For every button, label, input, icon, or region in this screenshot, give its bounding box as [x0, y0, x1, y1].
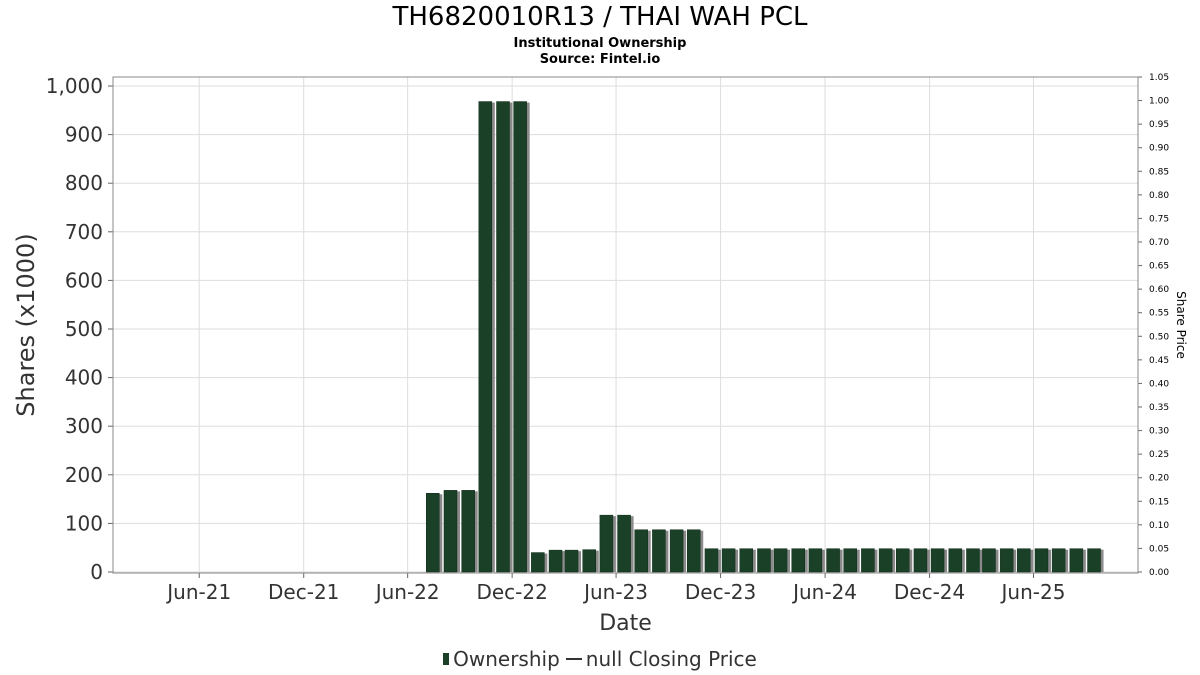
y2-tick-label: 0.95	[1149, 120, 1169, 130]
ownership-bar	[826, 548, 840, 573]
x-tick-label: Jun-25	[1000, 580, 1066, 604]
ownership-bar	[948, 548, 963, 573]
ownership-bar	[721, 548, 736, 573]
ownership-bar	[739, 548, 754, 573]
ownership-bar	[496, 101, 510, 573]
y-axis-label: Shares (x1000)	[12, 233, 40, 416]
ownership-bar	[791, 548, 805, 573]
ownership-bar	[843, 548, 857, 573]
ownership-bar	[582, 549, 596, 573]
y-tick-label: 200	[65, 463, 103, 487]
y2-tick-label: 0.15	[1149, 497, 1169, 507]
y2-tick-label: 0.50	[1149, 332, 1169, 342]
ownership-bar	[913, 548, 928, 573]
ownership-bar	[564, 549, 579, 573]
legend-closing-price: null Closing Price	[585, 647, 757, 671]
ownership-bar	[966, 548, 980, 573]
ownership-bar	[634, 529, 648, 573]
ownership-bar	[861, 548, 875, 573]
chart-legend: Ownership null Closing Price	[0, 647, 1200, 671]
y-tick-label: 600	[65, 268, 103, 292]
y-tick-label: 900	[65, 123, 103, 147]
ownership-bar	[704, 548, 719, 573]
y-tick-label: 0	[90, 560, 103, 584]
ownership-bar	[461, 490, 475, 573]
y-tick-label: 400	[65, 366, 103, 390]
y-tick-label: 800	[65, 171, 103, 195]
x-tick-label: Dec-23	[685, 580, 756, 604]
x-tick-label: Jun-24	[791, 580, 857, 604]
ownership-bar	[999, 548, 1014, 573]
ownership-bar	[1069, 548, 1084, 573]
ownership-bar	[930, 548, 945, 573]
y-tick-label: 300	[65, 414, 103, 438]
ownership-bar	[617, 514, 631, 573]
y2-tick-label: 0.90	[1149, 144, 1169, 154]
ownership-bar	[513, 101, 527, 573]
chart-title: TH6820010R13 / THAI WAH PCL	[392, 2, 808, 32]
y2-tick-label: 0.45	[1149, 356, 1169, 366]
x-tick-label: Dec-22	[476, 580, 547, 604]
y2-tick-label: 0.10	[1149, 521, 1169, 531]
ownership-bar	[443, 490, 458, 573]
x-tick-label: Dec-21	[268, 580, 339, 604]
ownership-legend-swatch	[443, 653, 450, 665]
legend-ownership: Ownership	[453, 647, 560, 671]
ownership-chart: 0 100 200 300 400 500 600 700 800 900 1,000 0.00 0.0…	[12, 73, 1188, 636]
ownership-bar	[1034, 548, 1049, 573]
y2-tick-label: 0.70	[1149, 238, 1169, 248]
ownership-bar	[669, 529, 684, 573]
ownership-bar	[531, 552, 545, 573]
ownership-bar	[1017, 548, 1031, 573]
x-tick-label: Jun-21	[165, 580, 231, 604]
chart-source: Source: Fintel.io	[539, 52, 661, 67]
y2-tick-label: 0.75	[1149, 214, 1169, 224]
x-axis-label: Date	[599, 611, 652, 636]
plot-frame	[112, 76, 1139, 574]
y2-tick-label: 0.65	[1149, 262, 1169, 272]
y2-tick-label: 0.25	[1149, 450, 1169, 460]
y2-tick-label: 0.40	[1149, 379, 1169, 389]
y2-tick-label: 0.00	[1149, 568, 1169, 578]
y2-tick-label: 0.55	[1149, 309, 1169, 319]
ownership-bar	[895, 548, 910, 573]
ownership-bar	[652, 529, 666, 573]
plot-area	[113, 77, 1138, 573]
y2-tick-label: 1.00	[1149, 97, 1169, 107]
ownership-bar	[982, 548, 996, 573]
x-tick-label: Dec-24	[894, 580, 965, 604]
y2-tick-label: 0.35	[1149, 403, 1169, 413]
ownership-bar	[478, 101, 493, 573]
ownership-bar	[1087, 548, 1101, 573]
y-tick-label: 1,000	[46, 74, 103, 98]
x-tick-label: Jun-22	[374, 580, 440, 604]
x-tick-label: Jun-23	[582, 580, 648, 604]
ownership-bar	[773, 548, 788, 573]
y2-tick-label: 0.05	[1149, 544, 1169, 554]
y2-tick-label: 0.80	[1149, 191, 1169, 201]
ownership-bar	[808, 548, 823, 573]
y2-tick-label: 0.60	[1149, 285, 1169, 295]
ownership-bar	[599, 514, 614, 573]
chart-subtitle: Institutional Ownership	[513, 36, 687, 51]
y2-tick-label: 0.30	[1149, 427, 1169, 437]
closing-price-legend-line	[565, 658, 582, 660]
y-tick-label: 700	[65, 220, 103, 244]
ownership-bar	[878, 548, 893, 573]
y-tick-label: 500	[65, 317, 103, 341]
y2-axis-label: Share Price	[1174, 291, 1188, 359]
ownership-bar	[1051, 548, 1066, 573]
ownership-bar	[757, 548, 771, 573]
ownership-bar	[548, 549, 563, 573]
y2-tick-label: 1.05	[1149, 73, 1169, 83]
y2-tick-label: 0.20	[1149, 474, 1169, 484]
ownership-bar	[686, 529, 701, 573]
y-tick-label: 100	[65, 511, 103, 535]
y2-tick-label: 0.85	[1149, 167, 1169, 177]
ownership-bar	[426, 493, 440, 573]
